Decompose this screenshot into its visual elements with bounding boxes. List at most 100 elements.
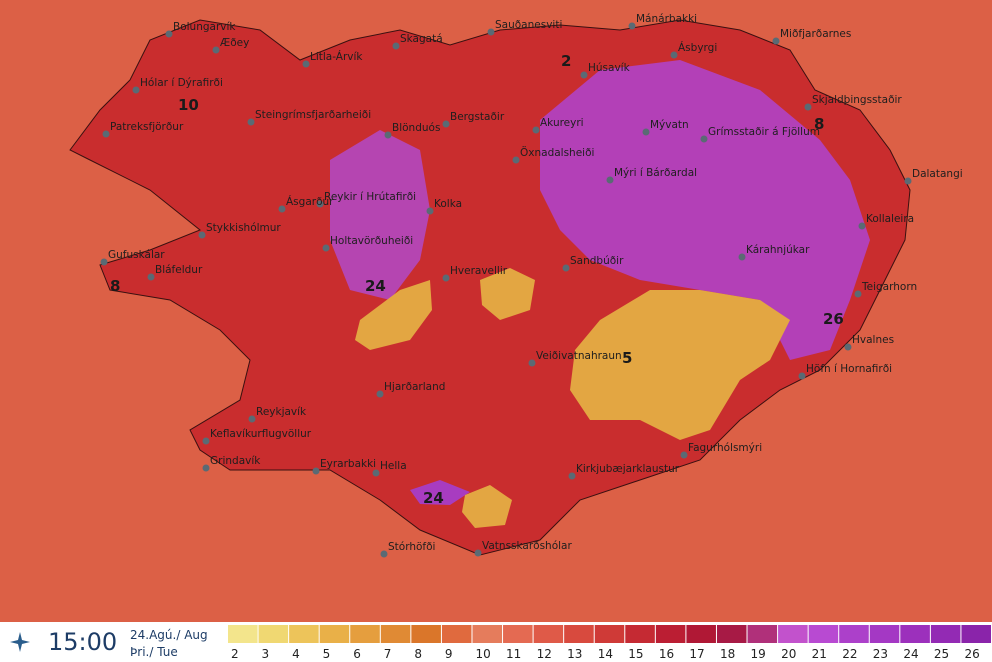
- place-dot: [858, 222, 866, 230]
- legend-label: 14: [598, 647, 613, 661]
- day: Þri./ Tue: [130, 645, 178, 659]
- place-dot: [322, 244, 330, 252]
- place-label: Mývatn: [650, 119, 689, 131]
- place-dot: [738, 253, 746, 261]
- value-label: 24: [365, 277, 386, 295]
- place-dot: [628, 22, 636, 30]
- place-dot: [132, 86, 140, 94]
- place-label: Dalatangi: [912, 168, 963, 180]
- place-label: Reykir í Hrútafirði: [324, 191, 416, 203]
- place-label: Holtavörðuheiði: [330, 235, 413, 247]
- place-label: Akureyri: [540, 117, 584, 129]
- place-dot: [568, 472, 576, 480]
- cool-zone-myrdalsjokull: [462, 485, 512, 528]
- place-label: Reykjavík: [256, 406, 307, 418]
- date: 24.Agú./ Aug: [130, 628, 208, 642]
- place-dot: [392, 42, 400, 50]
- legend-swatch: [441, 625, 472, 643]
- legend-swatch: [778, 625, 808, 643]
- place-label: Höfn í Hornafirði: [806, 363, 892, 375]
- place-dot: [680, 451, 688, 459]
- place-label: Bláfeldur: [155, 264, 203, 276]
- place-dot: [580, 71, 588, 79]
- place-label: Ásgarður: [286, 195, 334, 208]
- place-label: Bergstaðir: [450, 111, 505, 123]
- place-dot: [198, 231, 206, 239]
- legend-label: 8: [414, 647, 422, 661]
- place-label: Keflavíkurflugvöllur: [210, 428, 312, 440]
- value-label: 8: [814, 115, 824, 133]
- place-dot: [844, 343, 852, 351]
- place-label: Grindavík: [210, 455, 261, 467]
- place-dot: [248, 415, 256, 423]
- place-label: Sandbúðir: [570, 255, 624, 267]
- place-dot: [854, 290, 862, 298]
- legend-swatch: [472, 625, 503, 643]
- place-dot: [804, 103, 812, 111]
- legend-label: 5: [323, 647, 331, 661]
- value-label: 5: [622, 349, 632, 367]
- place-dot: [474, 549, 482, 557]
- place-dot: [380, 550, 388, 558]
- place-label: Bolungarvík: [173, 21, 236, 33]
- place-dot: [302, 60, 310, 68]
- legend-label: 23: [873, 647, 888, 661]
- legend-label: 10: [475, 647, 490, 661]
- legend-swatch: [350, 625, 380, 643]
- place-label: Skagatá: [400, 33, 443, 45]
- place-label: Kirkjubæjarklaustur: [576, 463, 680, 475]
- legend-label: 13: [567, 647, 582, 661]
- place-label: Ásbyrgi: [678, 41, 717, 54]
- time: 15:00: [48, 628, 117, 656]
- legend-swatch: [533, 625, 564, 643]
- place-label: Gufuskálar: [108, 249, 165, 261]
- cool-zone-vatnajokull: [570, 290, 790, 440]
- place-label: Stykkishólmur: [206, 222, 281, 234]
- place-label: Teigarhorn: [861, 281, 917, 293]
- place-dot: [278, 205, 286, 213]
- place-dot: [312, 467, 320, 475]
- legend-label: 18: [720, 647, 735, 661]
- place-label: Mýri í Bárðardal: [614, 167, 697, 179]
- place-dot: [102, 130, 110, 138]
- place-dot: [384, 131, 392, 139]
- value-label: 2: [561, 52, 571, 70]
- value-label: 26: [823, 310, 844, 328]
- legend-swatch: [503, 625, 533, 643]
- place-dot: [100, 258, 108, 266]
- place-label: Kolka: [434, 198, 462, 210]
- legend-swatch: [625, 625, 655, 643]
- place-dot: [772, 37, 780, 45]
- place-dot: [700, 135, 708, 143]
- place-label: Litla-Árvík: [310, 50, 363, 63]
- place-label: Miðfjarðarnes: [780, 28, 851, 40]
- place-dot: [247, 118, 255, 126]
- legend-label: 20: [781, 647, 796, 661]
- place-dot: [376, 390, 384, 398]
- legend-swatch: [869, 625, 900, 643]
- place-label: Fagurhólsmýri: [688, 442, 762, 454]
- place-label: Kárahnjúkar: [746, 244, 810, 256]
- warm-zone-west: [330, 130, 430, 300]
- place-dot: [316, 200, 324, 208]
- place-dot: [442, 274, 450, 282]
- place-dot: [670, 51, 678, 59]
- legend-label: 11: [506, 647, 521, 661]
- value-label: 24: [423, 489, 444, 507]
- legend-label: 2: [231, 647, 239, 661]
- place-label: Blönduós: [392, 122, 440, 134]
- place-dot: [372, 469, 380, 477]
- place-dot: [212, 46, 220, 54]
- legend-label: 16: [659, 647, 674, 661]
- place-dot: [487, 28, 495, 36]
- place-dot: [426, 207, 434, 215]
- place-label: Æðey: [220, 37, 249, 49]
- place-label: Kollaleira: [866, 213, 914, 225]
- legend-label: 12: [537, 647, 552, 661]
- legend-swatch: [839, 625, 869, 643]
- legend-swatch: [808, 625, 839, 643]
- place-dot: [202, 437, 210, 445]
- place-dot: [442, 120, 450, 128]
